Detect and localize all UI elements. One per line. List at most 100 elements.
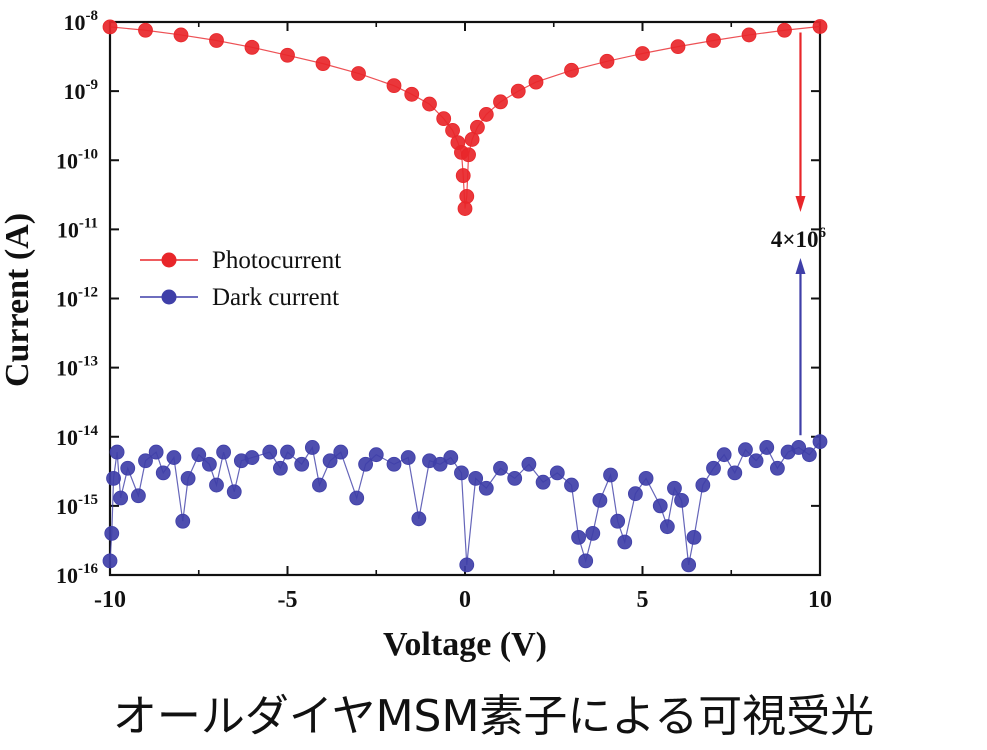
photocurrent-point (138, 22, 153, 38)
dark-current-point (333, 444, 349, 460)
photocurrent-point (706, 33, 721, 48)
legend-marker (161, 289, 177, 305)
dark-current-point (216, 444, 232, 460)
dark-current-point (400, 450, 416, 465)
dark-current-point (681, 557, 697, 573)
dark-current-point (610, 513, 626, 529)
annotation-layer: 4×106 (771, 32, 827, 436)
photocurrent-point (315, 56, 331, 72)
photocurrent-arrow-head (795, 196, 806, 212)
dark-current-point (521, 456, 537, 472)
dark-current-point (617, 534, 633, 550)
dark-current-point (175, 513, 191, 529)
legend-label: Photocurrent (212, 247, 341, 274)
photocurrent-point (351, 66, 366, 81)
dark-current-point (209, 477, 224, 493)
dark-current-point (454, 465, 469, 481)
dark-current-point (659, 519, 675, 535)
dark-current-point (312, 477, 327, 493)
dark-current-point (358, 456, 374, 472)
photocurrent-point (209, 33, 224, 48)
dark-current-line (109, 441, 821, 566)
dark-current-point (727, 465, 743, 481)
dark-current-point (652, 498, 668, 514)
dark-current-point (638, 470, 654, 486)
dark-current-point (304, 440, 320, 455)
dark-current-point (738, 442, 753, 458)
dark-current-point (468, 470, 484, 486)
photocurrent-point (445, 123, 460, 138)
dark-current-point (138, 453, 153, 469)
photocurrent-point (404, 86, 420, 102)
dark-current-point (592, 493, 608, 508)
dark-current-arrow-head (795, 258, 806, 274)
dark-current-point (166, 450, 182, 465)
photocurrent-point (670, 39, 686, 55)
dark-current-point (411, 511, 427, 527)
y-axis-title: Current (A) (0, 213, 36, 387)
chart-figure: -10 -5 0 5 10 10-8 10-9 10-10 10-11 10-12 10-13 10-… (0, 8, 832, 663)
y-tick-label: 10-16 (56, 561, 98, 588)
x-tick-label: -10 (94, 587, 126, 613)
dark-current-point (585, 525, 601, 541)
photocurrent-point (436, 111, 452, 127)
dark-current-point (294, 456, 310, 472)
dark-current-point (201, 456, 217, 472)
y-tick-label: 10-12 (56, 285, 98, 312)
photocurrent-point (741, 27, 757, 43)
photocurrent-point (777, 22, 792, 38)
dark-current-point (493, 460, 508, 476)
photocurrent-point (464, 132, 480, 147)
dark-current-point (759, 440, 775, 455)
y-tick-label: 10-8 (64, 8, 99, 35)
y-tick-label: 10-9 (64, 77, 99, 104)
dark-current-point (716, 447, 732, 463)
x-axis-title: Voltage (V) (383, 626, 547, 663)
dark-current-point (104, 525, 120, 541)
x-tick-label: 10 (808, 587, 832, 613)
photocurrent-point (461, 147, 476, 163)
dark-current-point (226, 484, 242, 500)
dark-current-point (191, 447, 207, 463)
dark-current-point (706, 460, 721, 476)
axes-layer: -10 -5 0 5 10 10-8 10-9 10-10 10-11 10-12 10-13 10-… (56, 8, 832, 613)
y-tick-label: 10-14 (56, 423, 98, 450)
photocurrent-point (422, 96, 437, 112)
photocurrent-point (455, 168, 471, 183)
dark-current-point (102, 553, 118, 569)
dark-current-point (459, 557, 475, 573)
photocurrent-point (459, 188, 475, 204)
dark-current-point (386, 456, 402, 472)
dark-current-point (109, 444, 125, 460)
photocurrent-point (635, 46, 650, 61)
y-tick-label: 10-11 (57, 215, 98, 242)
photocurrent-point (102, 19, 118, 35)
dark-current-point (667, 480, 682, 496)
legend: Photocurrent Dark current (140, 247, 341, 311)
photocurrent-point (280, 47, 295, 63)
dark-current-point (791, 440, 807, 455)
dark-current-point (280, 444, 295, 460)
photocurrent-point (812, 19, 828, 34)
y-tick-label: 10-13 (56, 354, 98, 381)
dark-current-point (368, 447, 384, 463)
y-tick-label: 10-10 (56, 146, 98, 173)
dark-current-point (120, 460, 136, 476)
dark-current-point (674, 493, 689, 508)
dark-current-point (812, 434, 828, 450)
dark-current-point (603, 467, 618, 483)
dark-current-point (443, 450, 459, 465)
dark-current-point (686, 529, 702, 545)
photocurrent-point (173, 27, 189, 43)
dark-current-point (148, 444, 164, 460)
photocurrent-point (457, 201, 473, 216)
dark-current-point (322, 453, 338, 469)
photocurrent-point (244, 39, 260, 55)
dark-current-point (272, 460, 288, 476)
legend-label: Dark current (212, 284, 339, 311)
dark-current-point (478, 480, 494, 496)
photocurrent-point (386, 78, 402, 94)
dark-current-point (244, 450, 260, 465)
x-tick-label: -5 (278, 587, 298, 613)
y-tick-label: 10-15 (56, 492, 98, 519)
